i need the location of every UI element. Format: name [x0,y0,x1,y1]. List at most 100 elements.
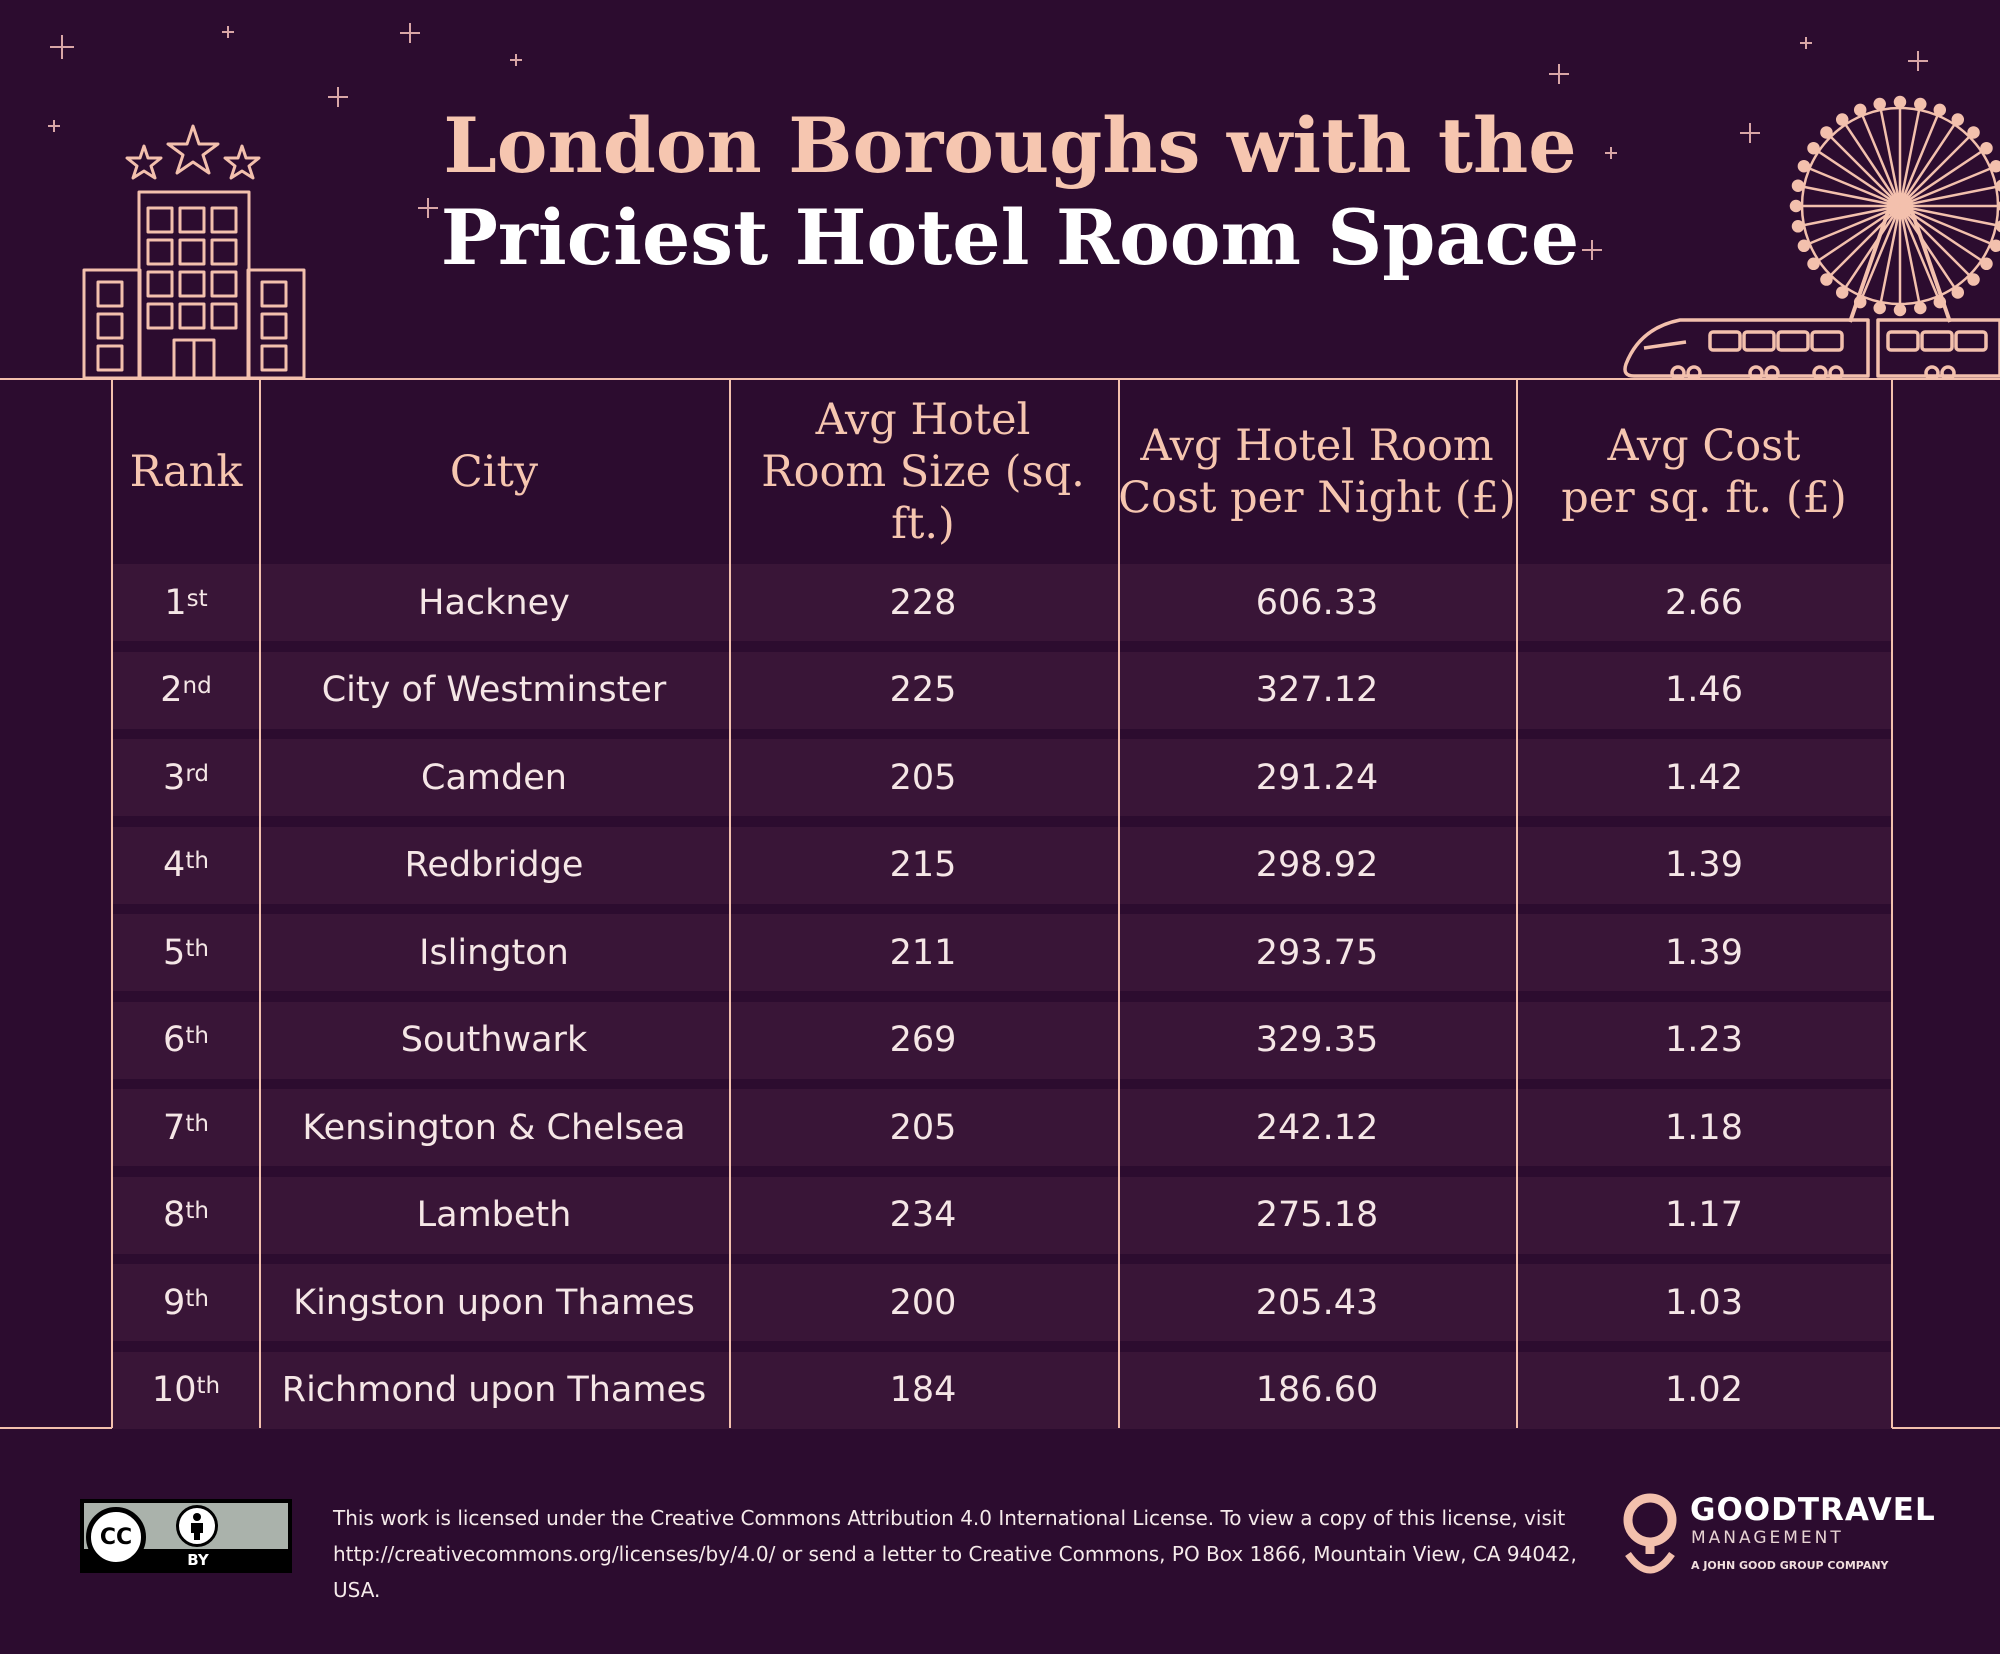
sparkle-star-icon [50,35,74,59]
cost-per-sqft-cell: 1.42 [1665,757,1743,798]
rank-number: 2 [160,670,183,710]
sparkle-star-icon [222,26,234,38]
column-divider [259,380,261,1428]
wheel-spoke [1899,150,1983,208]
wheel-spoke [1899,167,1992,208]
wheel-pod [1893,303,1907,317]
cost-per-sqft-cell: 1.02 [1665,1370,1743,1410]
brand-tagline: A JOHN GOOD GROUP COMPANY [1691,1559,1889,1572]
rank-number: 8 [163,1195,186,1235]
sparkle-star-icon [1605,147,1617,159]
wheel-spoke [1879,109,1902,207]
sparkle-star-icon [418,198,438,218]
cost-per-night-cell: 242.12 [1255,1107,1379,1148]
rank-suffix: th [185,935,209,962]
city-cell: Lambeth [416,1195,572,1235]
wheel-pod [1980,257,1993,271]
wheel-pod [1873,97,1886,111]
column-header-room-size: Avg Hotel Room Size (sq. ft.) [761,395,1085,549]
cost-per-night-cell: 606.33 [1255,582,1379,623]
rank-number: 1 [164,582,187,623]
wheel-spoke [1844,205,1902,289]
table-header: Rank City Avg Hotel Room Size (sq. ft.) … [112,380,1892,564]
license-line-2[interactable]: http://creativecommons.org/licenses/by/4… [333,1542,1577,1602]
cost-per-night-cell: 186.60 [1255,1370,1379,1410]
cost-per-night-cell: 275.18 [1255,1195,1379,1235]
wheel-pod [1835,286,1849,299]
rank-suffix: th [185,848,209,874]
wheel-pod [1989,159,2000,173]
wheel-pod [1791,220,1805,233]
room-size-cell: 234 [889,1195,957,1235]
room-size-cell: 225 [889,670,957,710]
wheel-spoke [1898,109,1921,207]
rank-suffix: st [186,585,208,612]
license-text: This work is licensed under the Creative… [333,1500,1613,1608]
rank-suffix: th [185,1198,209,1224]
title-line-2: Priciest Hotel Room Space [440,193,1580,282]
hotel-building-icon [82,124,306,380]
attribution-person-icon [176,1505,218,1547]
room-size-cell: 215 [889,845,957,885]
cost-per-night-cell: 205.43 [1255,1282,1379,1323]
wheel-pod [1914,97,1927,111]
wheel-pod [1967,126,1980,139]
cost-per-night-cell: 329.35 [1255,1020,1379,1060]
cost-per-sqft-cell: 1.18 [1665,1107,1743,1148]
wheel-spoke [1879,205,1902,303]
column-divider [111,380,113,1428]
sparkle-star-icon [48,120,60,132]
sparkle-star-icon [1582,240,1602,260]
room-size-cell: 228 [889,582,957,623]
wheel-spoke [1861,205,1902,298]
page-title: London Boroughs with the Priciest Hotel … [400,100,1620,284]
sparkle-stars [48,23,1928,260]
wheel-spoke [1817,150,1901,208]
city-cell: Hackney [418,582,570,623]
column-header-rank: Rank [129,447,243,497]
rank-suffix: th [185,1023,209,1049]
cost-per-sqft-cell: 2.66 [1665,582,1743,623]
wheel-spoke [1899,135,1971,207]
wheel-pod [1820,126,1833,139]
sparkle-star-icon [328,87,348,107]
rank-suffix: th [196,1373,221,1399]
wheel-spoke [1899,204,1992,245]
city-cell: Camden [421,757,567,798]
wheel-spoke [1898,205,1939,298]
column-divider [1118,380,1120,1428]
brand-subtitle: MANAGEMENT [1691,1528,1844,1548]
cost-per-night-cell: 293.75 [1255,932,1379,973]
top-divider [0,378,2000,380]
wheel-pod [1995,220,2000,233]
cc-by-license-badge[interactable]: CC BY [80,1499,292,1573]
rank-number: 10 [151,1370,197,1410]
ferris-wheel-train-icon [1623,95,2000,380]
city-cell: Redbridge [404,845,584,885]
city-cell: Kingston upon Thames [293,1282,695,1323]
wheel-spoke [1899,205,1971,277]
wheel-pod [1807,257,1820,271]
room-size-cell: 205 [889,757,957,798]
wheel-spoke [1808,167,1901,208]
rank-number: 4 [163,845,186,885]
room-size-cell: 211 [889,932,957,973]
rank-suffix: th [185,1285,209,1312]
column-header-city: City [449,447,539,497]
wheel-pod [1820,273,1833,286]
sparkle-star-icon [1800,37,1812,49]
cost-per-night-cell: 298.92 [1255,845,1379,885]
cost-per-sqft-cell: 1.39 [1665,932,1743,973]
brand-name: GOODTRAVEL [1690,1492,1936,1528]
cost-per-night-cell: 291.24 [1255,757,1379,798]
